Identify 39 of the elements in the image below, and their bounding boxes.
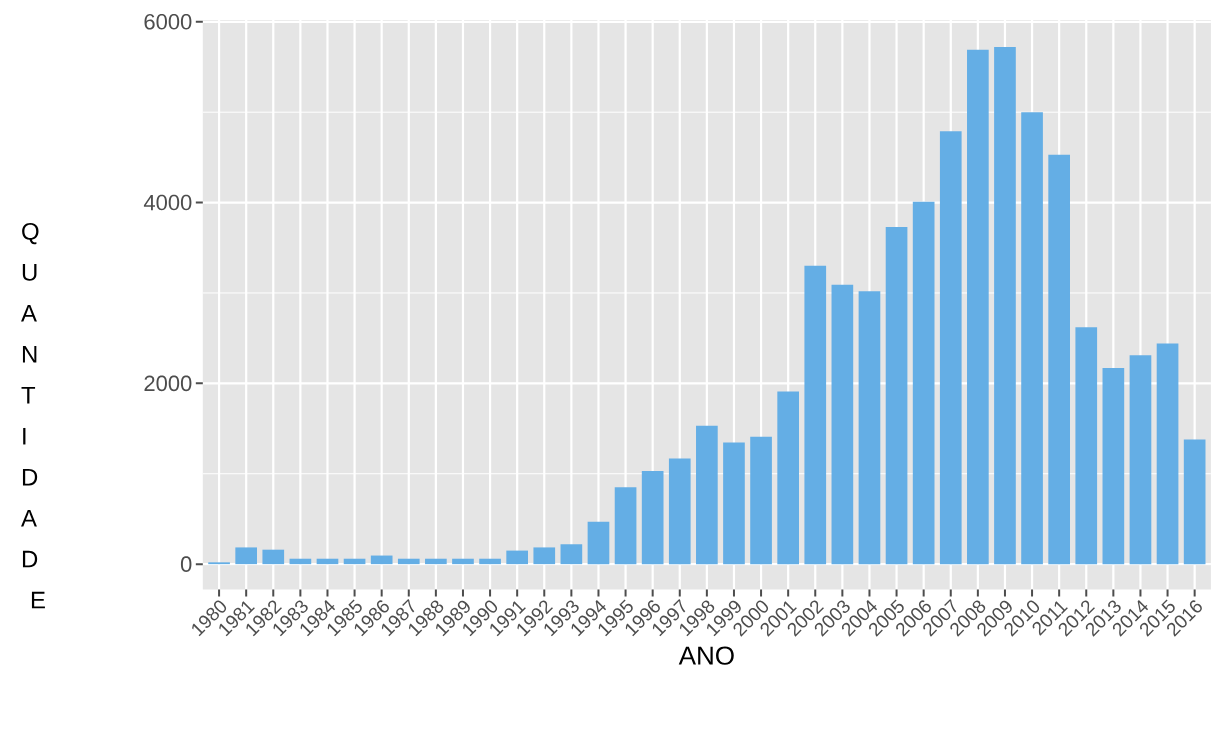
bar: [370, 555, 393, 564]
bar: [967, 49, 989, 564]
bar: [1048, 154, 1070, 564]
bar: [858, 291, 881, 564]
bar: [262, 549, 285, 564]
bar: [452, 558, 474, 564]
bar: [533, 547, 556, 564]
bar: [804, 265, 827, 564]
bar: [1156, 343, 1179, 564]
bar: [668, 458, 691, 564]
bar: [587, 521, 610, 564]
bar: [939, 131, 962, 564]
x-axis-title: ANO: [678, 646, 734, 665]
bar: [1183, 439, 1206, 564]
bar: [1075, 327, 1098, 564]
bar: [696, 425, 718, 564]
bar: [560, 544, 583, 564]
bar: [723, 442, 745, 564]
bar: [1102, 367, 1125, 564]
bar: [777, 391, 799, 564]
bar: [831, 284, 854, 564]
y-tick-label: 2000: [144, 375, 192, 391]
bar: [425, 558, 447, 564]
bar: [614, 487, 637, 564]
bar: [1021, 112, 1043, 564]
bar: [397, 558, 420, 564]
bar: [641, 470, 664, 564]
y-tick-label: 6000: [144, 13, 192, 30]
bar: [994, 46, 1016, 564]
y-tick-label: 0: [180, 556, 192, 572]
bar: [506, 550, 529, 564]
bar: [1129, 355, 1152, 564]
bar: [235, 547, 258, 564]
bar: [479, 558, 501, 564]
bar: [885, 226, 908, 564]
bar: [750, 436, 772, 564]
y-tick-label: 4000: [143, 194, 192, 211]
bar: [912, 201, 935, 564]
text: QUANTIDADE: [21, 222, 45, 609]
